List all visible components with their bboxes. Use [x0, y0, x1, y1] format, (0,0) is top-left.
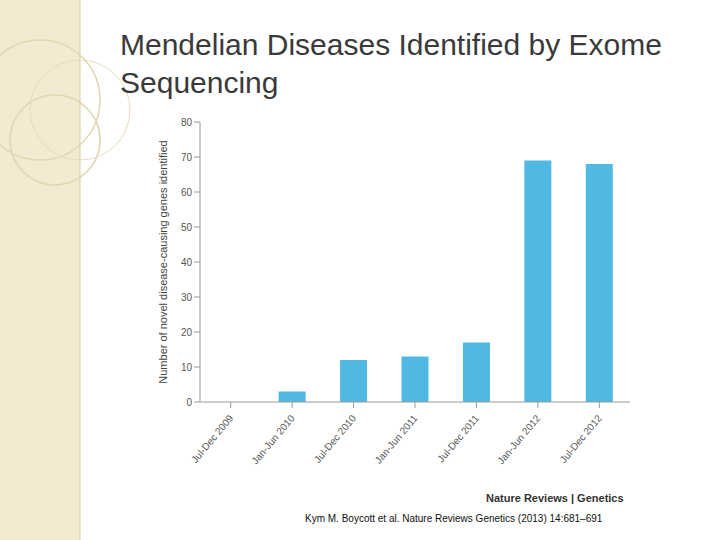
svg-text:Jan-Jun 2011: Jan-Jun 2011 [373, 412, 420, 465]
svg-text:Jul-Dec 2009: Jul-Dec 2009 [189, 412, 236, 465]
svg-text:Number of novel disease-causin: Number of novel disease-causing genes id… [157, 140, 169, 383]
svg-text:Jul-Dec 2011: Jul-Dec 2011 [435, 412, 481, 464]
svg-text:20: 20 [181, 327, 193, 338]
svg-text:50: 50 [181, 222, 193, 233]
html-text:Mendelian Diseases Identified: Mendelian Diseases Identified by Exome S… [120, 28, 662, 99]
html-text:Kym M. Boycott et al. Nature R: Kym M. Boycott et al. Nature Reviews Gen… [305, 513, 603, 524]
svg-text:60: 60 [181, 187, 193, 198]
svg-text:Jan-Jun 2010: Jan-Jun 2010 [249, 412, 297, 466]
svg-text:0: 0 [186, 397, 192, 408]
html-text:Nature Reviews | Genetics: Nature Reviews | Genetics [486, 492, 624, 504]
svg-text:Jul-Dec 2012: Jul-Dec 2012 [558, 412, 605, 465]
svg-text:10: 10 [181, 362, 193, 373]
svg-text:40: 40 [181, 257, 193, 268]
svg-text:30: 30 [181, 292, 193, 303]
svg-text:70: 70 [181, 152, 193, 163]
svg-text:80: 80 [181, 117, 193, 128]
svg-text:Jan-Jun 2012: Jan-Jun 2012 [495, 412, 543, 466]
svg-text:Jul-Dec 2010: Jul-Dec 2010 [312, 412, 359, 465]
